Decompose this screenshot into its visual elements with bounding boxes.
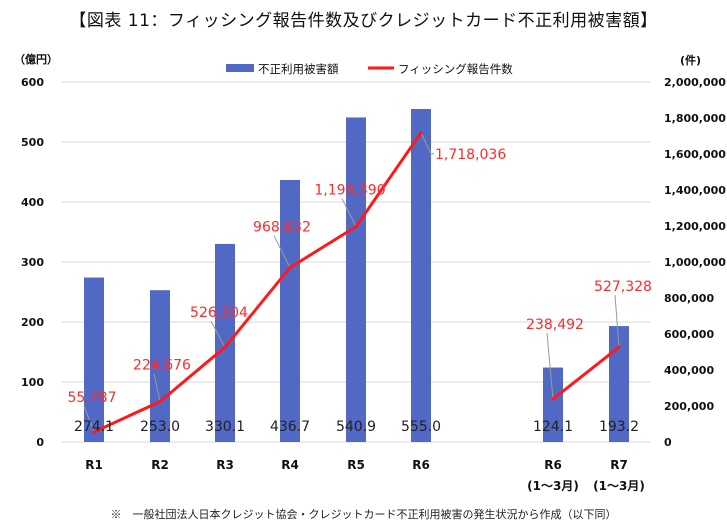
line-point	[158, 400, 162, 404]
line-data-label: 224,676	[133, 358, 191, 374]
y-right-tick-label: 600,000	[664, 328, 714, 341]
bar	[609, 326, 629, 442]
line-point	[551, 397, 555, 401]
x-tick-label: R7	[610, 458, 628, 472]
line-data-labels: 55,787 224,676 526,504 968,832 1,196,390 1,71…	[68, 147, 652, 406]
line-series-segment	[93, 131, 423, 434]
line-series	[92, 131, 621, 434]
line-series-segment	[552, 345, 620, 401]
line-data-label: 527,328	[594, 279, 652, 295]
chart-title: 【図表 11：フィッシング報告件数及びクレジットカード不正利用被害額】	[69, 11, 658, 31]
x-tick-label: R6	[544, 458, 562, 472]
bar	[346, 117, 366, 443]
x-axis: R1 R2 R3 R4 R5 R6 R6 (1〜3月) R7 (1〜3月)	[85, 458, 645, 493]
bar-data-label: 540.9	[336, 419, 376, 435]
leader-line	[546, 333, 554, 400]
x-tick-label: R5	[347, 458, 365, 472]
leader-line	[83, 405, 95, 433]
legend: 不正利用被害額 フィッシング報告件数	[226, 62, 513, 76]
bar	[543, 367, 563, 442]
legend-label-line: フィッシング報告件数	[398, 62, 513, 76]
line-point	[92, 430, 96, 434]
leader-line	[420, 132, 434, 155]
bar	[215, 243, 235, 442]
line-point	[617, 345, 621, 349]
line-data-label: 1,196,390	[314, 183, 385, 199]
label-leader-lines	[83, 132, 620, 433]
y-right-tick-label: 1,800,000	[664, 112, 726, 125]
y-right-unit: (件)	[680, 53, 701, 67]
line-point	[354, 225, 358, 229]
leader-line	[614, 295, 620, 348]
line-data-label: 55,787	[68, 390, 117, 406]
y-left-tick-label: 400	[21, 196, 44, 209]
x-tick-label: R3	[216, 458, 234, 472]
bar-data-label: 124.1	[533, 419, 573, 435]
x-tick-label: R1	[85, 458, 103, 472]
bar	[280, 179, 300, 443]
y-left-tick-label: 200	[21, 316, 44, 329]
line-data-label: 968,832	[253, 220, 311, 236]
leader-line	[210, 320, 226, 348]
y-right-tick-label: 800,000	[664, 292, 714, 305]
legend-swatch-bar	[226, 64, 254, 72]
y-left-unit: （億円）	[14, 52, 58, 66]
y-left-tick-label: 500	[21, 136, 44, 149]
y-left-tick-label: 600	[21, 76, 44, 89]
bar-data-label: 555.0	[401, 419, 441, 435]
x-tick-label: R4	[281, 458, 299, 472]
line-point	[223, 345, 227, 349]
x-tick-label: R6	[412, 458, 430, 472]
bar-series	[84, 109, 629, 443]
chart: 274.1 253.0 330.1 436.7 540.9 555.0 124.1 193.2…	[14, 52, 726, 493]
bar-data-label: 274.1	[74, 419, 114, 435]
leader-line	[341, 198, 357, 227]
y-left-tick-label: 300	[21, 256, 44, 269]
source-note: ※ 一般社団法人日本クレジット協会・クレジットカード不正利用被害の発生状況から作…	[110, 508, 617, 521]
y-right-tick-label: 1,400,000	[664, 184, 726, 197]
y-right-tick-label: 400,000	[664, 364, 714, 377]
line-data-label: 526,504	[190, 305, 248, 321]
bar-data-label: 436.7	[270, 419, 310, 435]
line-point	[419, 131, 423, 135]
y-right-tick-label: 1,600,000	[664, 148, 726, 161]
line-data-label: 238,492	[526, 317, 584, 333]
leader-line	[273, 235, 291, 268]
y-axis-right: 0 200,000 400,000 600,000 800,000 1,000,000 1,…	[664, 76, 726, 449]
y-right-tick-label: 0	[664, 436, 672, 449]
line-point	[288, 266, 292, 270]
bar-data-label: 330.1	[205, 419, 245, 435]
y-right-tick-label: 1,000,000	[664, 256, 726, 269]
bar-data-labels: 274.1 253.0 330.1 436.7 540.9 555.0 124.1 193.2	[74, 419, 639, 435]
y-right-tick-label: 2,000,000	[664, 76, 726, 89]
bar	[84, 277, 104, 442]
y-axis-left: 0 100 200 300 400 500 600	[21, 76, 44, 449]
leader-line	[153, 373, 161, 402]
x-tick-label: (1〜3月)	[593, 479, 645, 493]
bar-data-label: 193.2	[599, 419, 639, 435]
line-data-label: 1,718,036	[435, 147, 506, 163]
y-right-tick-label: 1,200,000	[664, 220, 726, 233]
y-left-tick-label: 0	[36, 436, 44, 449]
x-tick-label: (1〜3月)	[527, 479, 579, 493]
bar-data-label: 253.0	[140, 419, 180, 435]
bar	[411, 109, 431, 442]
legend-label-bar: 不正利用被害額	[258, 62, 339, 76]
y-left-tick-label: 100	[21, 376, 44, 389]
y-right-tick-label: 200,000	[664, 400, 714, 413]
x-tick-label: R2	[151, 458, 169, 472]
